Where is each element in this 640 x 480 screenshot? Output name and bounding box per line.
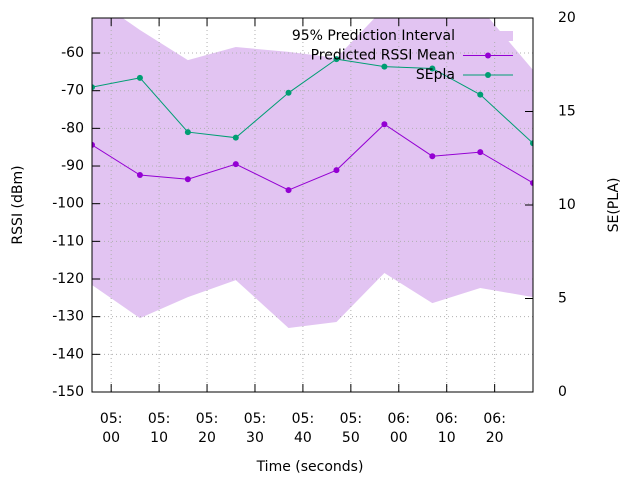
x-tick-label: 05: 40	[291, 411, 315, 446]
series-line	[92, 123, 533, 191]
point	[530, 179, 533, 186]
series-lines	[92, 56, 533, 194]
y-tick-label: -150	[52, 384, 84, 400]
x-tick-label: 05: 30	[243, 411, 267, 446]
plot-border	[91, 17, 534, 393]
x-tick-label: 05: 20	[195, 411, 219, 446]
y2-tick-label: 5	[558, 291, 567, 307]
point	[184, 129, 191, 136]
point	[530, 140, 533, 147]
x-tick-label: 06: 10	[435, 411, 458, 446]
x-tick-label: 05: 10	[147, 411, 171, 446]
y-axis-label: RSSI (dBm)	[10, 165, 26, 244]
point	[381, 121, 388, 128]
y-tick-label: -80	[61, 120, 84, 136]
y2-axis-label: SE(PLA)	[606, 178, 622, 233]
x-tick-label: 05: 00	[99, 411, 123, 446]
point	[184, 176, 191, 183]
legend-swatch	[463, 31, 513, 41]
y-tick-label: -90	[61, 158, 84, 174]
legend-label: Predicted RSSI Mean	[311, 48, 455, 64]
point	[136, 172, 143, 179]
y2-tick-label: 10	[558, 197, 576, 213]
point	[429, 153, 436, 160]
legend-point	[485, 52, 491, 59]
point	[92, 84, 95, 91]
y2-tick-label: 0	[558, 384, 567, 400]
plot-area	[92, 18, 533, 328]
prediction-band	[92, 18, 533, 328]
point	[477, 149, 484, 156]
x-tick-label: 06: 00	[387, 411, 411, 446]
point	[285, 187, 292, 194]
point	[232, 161, 239, 168]
y-tick-label: -130	[52, 309, 84, 325]
y-tick-label: -70	[61, 83, 84, 99]
y-tick-label: -110	[52, 233, 84, 249]
y-tick-label: -120	[52, 271, 84, 287]
point	[333, 167, 340, 174]
x-tick-label: 06: 20	[483, 411, 506, 446]
y-tick-label: -140	[52, 346, 84, 362]
legend-point	[485, 72, 491, 78]
point	[232, 134, 239, 141]
point	[92, 141, 95, 148]
y-tick-label: -60	[61, 45, 84, 61]
y2-tick-label: 20	[558, 10, 576, 26]
y2-tick-label: 15	[558, 104, 576, 120]
legend-label: 95% Prediction Interval	[292, 28, 455, 44]
series-line	[92, 58, 533, 144]
point	[285, 89, 292, 96]
point	[381, 63, 388, 70]
point	[136, 74, 143, 81]
y-tick-label: -100	[52, 196, 84, 212]
legend-label: SEpla	[416, 67, 455, 83]
point	[333, 56, 340, 63]
x-axis-label: Time (seconds)	[256, 459, 364, 475]
point	[429, 65, 436, 72]
x-tick-label: 05: 50	[339, 411, 363, 446]
point	[477, 91, 484, 98]
